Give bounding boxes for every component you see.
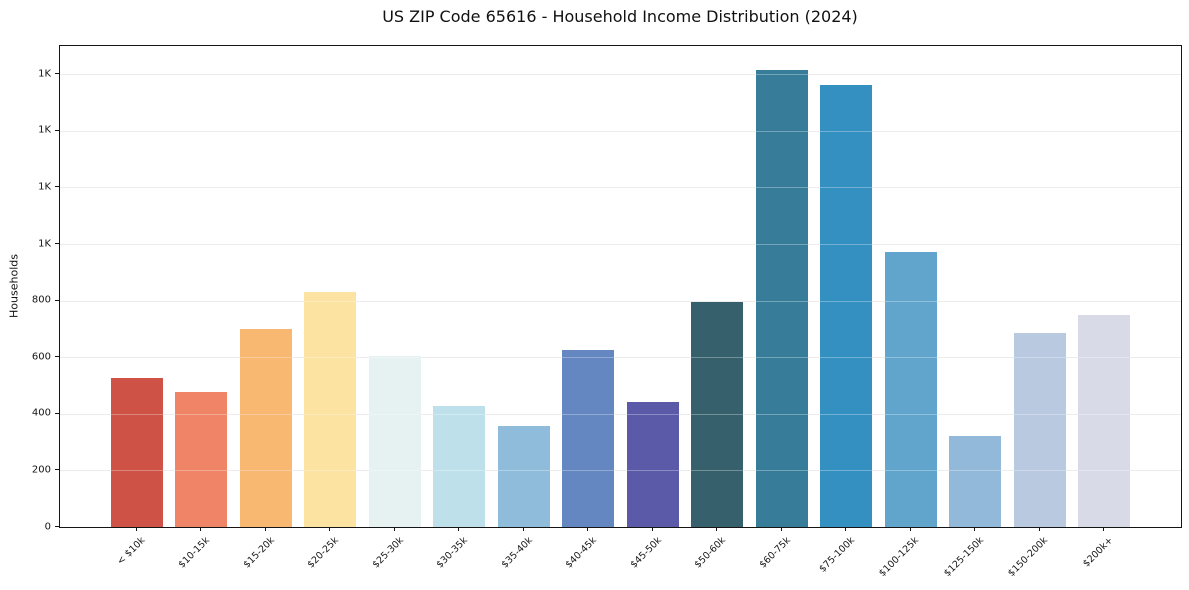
y-tick-mark [55,412,59,414]
x-tick-label: $35-40k [499,535,535,571]
gridline-overlay [60,74,1181,76]
bar-50-60k [691,302,744,527]
bar-10k [110,377,163,527]
bar-100-125k [884,251,937,527]
x-tick-label: $60-75k [757,535,793,571]
y-tick-mark [55,356,59,358]
bar-60-75k [755,70,808,527]
y-tick-mark [55,469,59,471]
x-tick-mark [135,527,137,531]
gridline-overlay [60,130,1181,132]
y-tick-label: 1K [38,238,51,250]
x-tick-mark [587,527,589,531]
y-tick-label: 0 [44,521,51,532]
y-tick-mark [55,299,59,301]
gridline [60,470,1181,472]
x-tick-label: $200k+ [1080,535,1116,570]
gridline [60,244,1181,246]
y-tick-label: 1K [38,181,51,193]
gridline-overlay [60,244,1181,246]
plot-area [59,45,1182,528]
x-tick-label: $45-50k [628,535,664,571]
gridline-overlay [60,187,1181,189]
x-tick-mark [651,527,653,531]
y-tick-mark [55,186,59,188]
x-tick-mark [393,527,395,531]
bar-35-40k [497,426,550,527]
gridline-overlay [60,470,1181,472]
x-tick-mark [845,527,847,531]
y-tick-label: 1K [38,124,51,136]
bar-75-100k [820,85,873,527]
gridline [60,130,1181,132]
x-tick-label: $100-125k [877,535,922,580]
x-tick-mark [1103,527,1105,531]
y-tick-label: 600 [31,351,51,363]
x-tick-mark [909,527,911,531]
chart-title: US ZIP Code 65616 - Household Income Dis… [382,7,858,26]
y-tick-mark [55,526,59,527]
y-tick-mark [55,129,59,131]
x-tick-label: < $10k [115,535,148,568]
x-tick-mark [974,527,976,531]
y-axis-label: Households [7,254,21,318]
gridline [60,74,1181,76]
x-tick-label: $75-100k [817,535,858,575]
y-tick-label: 1K [38,68,51,80]
bar-30-35k [433,406,486,527]
y-tick-label: 800 [31,294,51,306]
x-tick-label: $25-30k [370,535,406,571]
bar-40-45k [562,349,615,527]
gridline [60,187,1181,189]
y-tick-mark [55,243,59,245]
x-tick-label: $125-150k [941,535,987,580]
bar-125-150k [949,435,1002,527]
gridline-overlay [60,413,1181,415]
x-tick-mark [780,527,782,531]
bar-15-20k [239,328,292,527]
x-tick-label: $30-35k [434,535,471,571]
x-tick-mark [458,527,460,531]
bar-10-15k [175,392,228,527]
x-tick-mark [200,527,202,531]
bar-45-50k [626,401,679,527]
y-tick-mark [55,73,59,75]
x-tick-mark [1038,527,1040,531]
x-tick-label: $10-15k [176,535,213,571]
gridline [60,357,1181,359]
bar-200k+ [1078,314,1131,527]
x-tick-mark [716,527,718,531]
x-tick-label: $150-200k [1006,535,1051,580]
x-tick-label: $15-20k [241,535,277,571]
gridline-overlay [60,300,1181,302]
x-tick-label: $20-25k [305,535,342,571]
x-tick-mark [522,527,524,531]
gridline [60,413,1181,415]
bar-20-25k [304,292,357,527]
x-tick-mark [264,527,266,531]
gridline [60,300,1181,302]
bar-150-200k [1013,332,1066,527]
bar-25-30k [368,355,421,527]
x-tick-label: $40-45k [563,535,600,571]
x-tick-mark [329,527,331,531]
x-tick-label: $50-60k [692,535,729,571]
y-tick-label: 200 [31,464,51,476]
y-tick-label: 400 [31,407,51,419]
gridline-overlay [60,357,1181,359]
